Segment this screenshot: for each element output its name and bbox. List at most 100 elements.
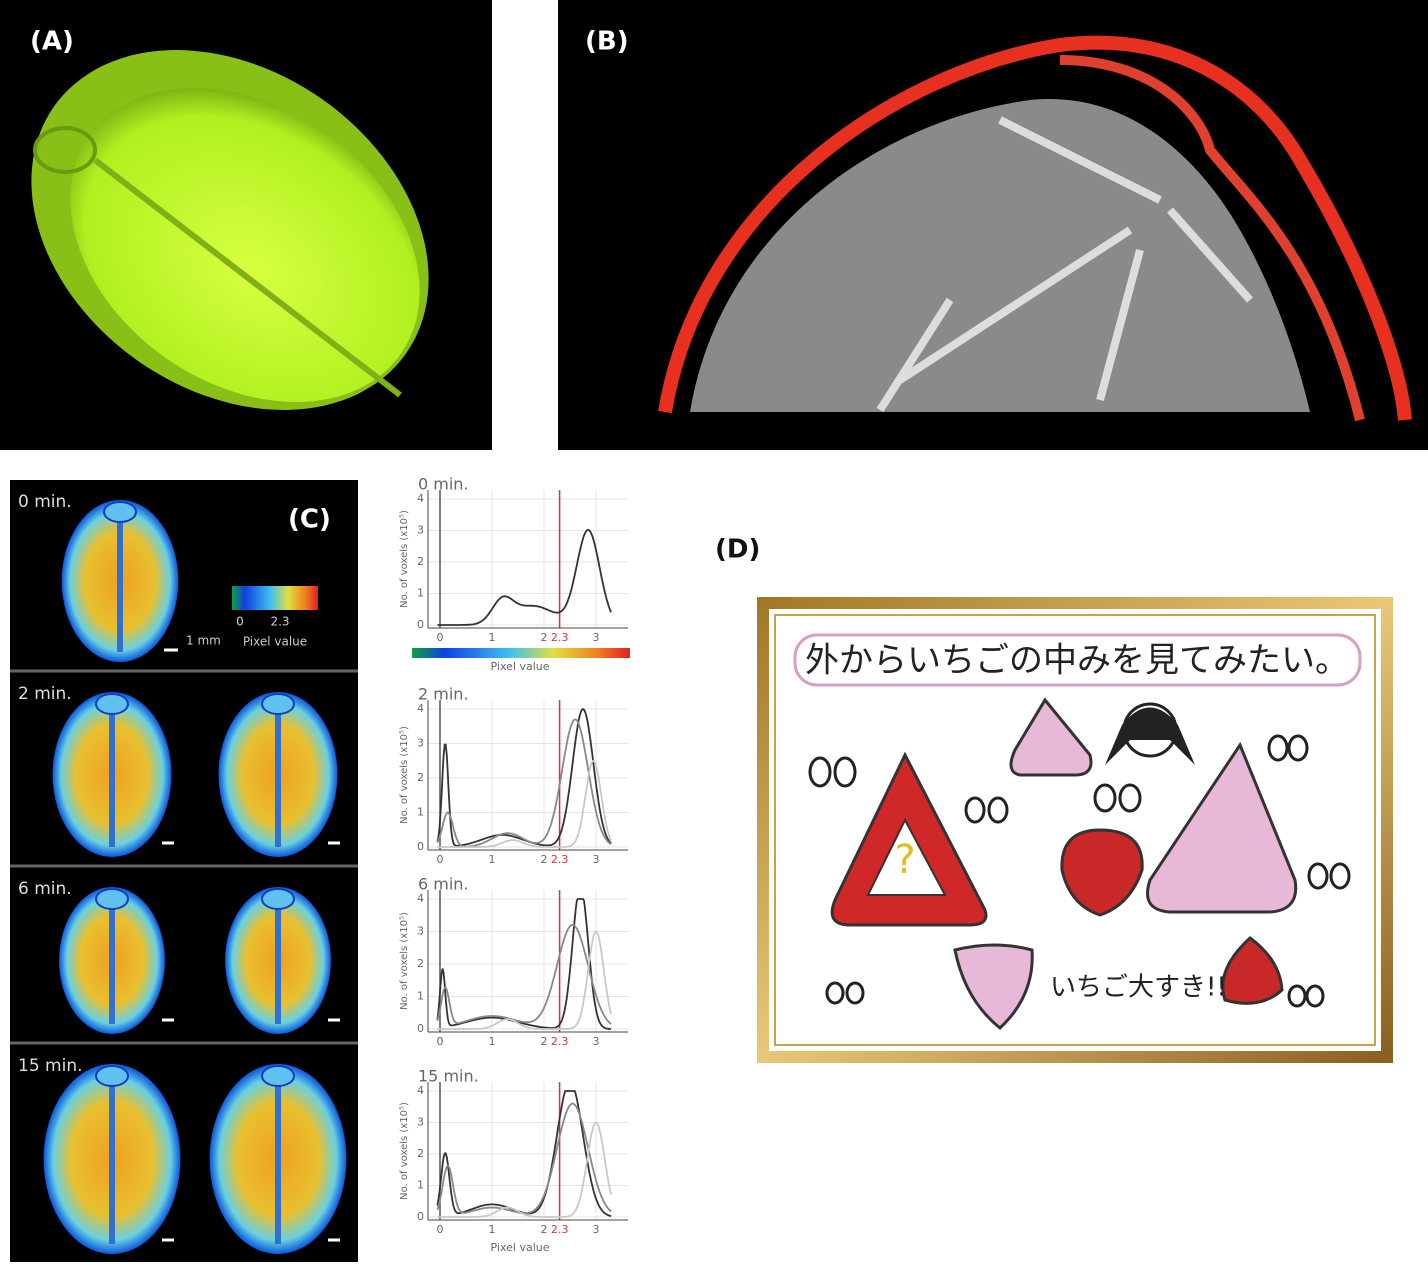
caption-bubble (793, 633, 1362, 687)
seed-tip (103, 501, 137, 523)
colorbar-title: Pixel value (491, 660, 550, 673)
x-tick-label: 2.3 (551, 853, 569, 866)
panel-a: (A) (0, 0, 492, 450)
density-curve (436, 898, 612, 1030)
x-tick-label: 1 (489, 1223, 496, 1236)
y-tick-label: 1 (417, 806, 424, 819)
x-tick-label: 0 (437, 1223, 444, 1236)
seed-tip (95, 888, 129, 910)
x-tick-label: 1 (489, 631, 496, 644)
pink-strawberry (1009, 697, 1093, 777)
strawberry-hollow (866, 817, 947, 896)
x-tick-label: 2.3 (551, 631, 569, 644)
seed-tip (261, 693, 295, 715)
panel-b: (B) (558, 0, 1428, 450)
y-tick-label: 1 (417, 990, 424, 1003)
colorbar (412, 648, 630, 658)
time-label: 15 min. (18, 1056, 83, 1076)
time-label: 15 min. (418, 1067, 479, 1086)
time-label: 6 min. (418, 875, 469, 894)
time-label: 2 min. (418, 685, 469, 704)
pink-strawberry (953, 943, 1034, 1030)
y-tick-label: 0 (417, 840, 424, 853)
drawing-exclaim: いちご大すき!! (1050, 973, 1227, 1003)
panel-label: (D) (715, 535, 760, 565)
time-label: 6 min. (18, 879, 72, 899)
panel-d: (D) 外からいちごの中みを見てみたい。 ? いちご大すき!! (715, 535, 1393, 1063)
y-tick-label: 3 (417, 737, 424, 750)
x-tick-label: 3 (593, 631, 600, 644)
big-pink-strawberry (1146, 741, 1298, 914)
y-tick-label: 2 (417, 555, 424, 568)
plot-area (428, 1082, 628, 1220)
colorbar-title: Pixel value (243, 635, 307, 649)
colorbar-tick: 2.3 (270, 615, 289, 629)
time-label: 0 min. (418, 475, 469, 494)
x-axis-title: Pixel value (491, 1241, 550, 1254)
question-mark: ? (894, 837, 915, 883)
y-tick-label: 4 (417, 492, 424, 505)
y-tick-label: 1 (417, 587, 424, 600)
x-tick-label: 3 (593, 853, 600, 866)
panel-label: (A) (30, 27, 74, 57)
y-axis-title: No. of voxels (x10⁵) (399, 1102, 410, 1200)
x-tick-label: 3 (593, 1035, 600, 1048)
frame-inner (774, 614, 1376, 1046)
x-tick-label: 0 (437, 631, 444, 644)
vascular-bundles (876, 116, 1253, 413)
hair (1105, 707, 1195, 765)
x-tick-label: 2.3 (551, 1035, 569, 1048)
red-strawberry (1221, 936, 1284, 1005)
density-curve (436, 923, 612, 1025)
density-curve (437, 528, 612, 626)
x-tick-label: 1 (489, 1035, 496, 1048)
x-tick-label: 3 (593, 1223, 600, 1236)
density-curve (437, 759, 612, 848)
y-tick-label: 4 (417, 892, 424, 905)
seed-tip (95, 1065, 129, 1087)
density-curve (437, 930, 612, 1030)
colorbar-tick: 0 (236, 615, 244, 629)
y-tick-label: 3 (417, 925, 424, 938)
panel-label: (C) (288, 505, 331, 535)
x-tick-label: 1 (489, 853, 496, 866)
x-tick-label: 2 (541, 853, 548, 866)
y-tick-label: 3 (417, 524, 424, 537)
seed-tip (95, 693, 129, 715)
x-tick-label: 0 (437, 853, 444, 866)
red-strawberry (1060, 828, 1144, 917)
y-axis-title: No. of voxels (x10⁵) (399, 726, 410, 824)
panel-c-images: (C) 0 2.3 Pixel value 1 mm 0 min. 2 min. 6… (10, 480, 358, 1262)
seed-groove (93, 157, 402, 398)
y-axis-title: No. of voxels (x10⁵) (399, 912, 410, 1010)
seed-tip (261, 1065, 295, 1087)
x-tick-label: 2 (541, 1223, 548, 1236)
density-curve (436, 1102, 612, 1215)
eyes-doodles (808, 734, 1351, 1008)
y-tick-label: 1 (417, 1179, 424, 1192)
time-label: 2 min. (18, 684, 72, 704)
drawing-caption: 外からいちごの中みを見てみたい。 (805, 641, 1349, 681)
y-tick-label: 3 (417, 1116, 424, 1129)
fruit-flesh (690, 99, 1310, 412)
y-tick-label: 2 (417, 957, 424, 970)
outer-layer (1059, 55, 1365, 422)
y-tick-label: 0 (417, 1210, 424, 1223)
y-axis-title: No. of voxels (x10⁵) (399, 510, 410, 608)
plot-area (428, 890, 628, 1032)
panel-label: (B) (585, 27, 629, 57)
seed-tip (33, 126, 97, 174)
y-tick-label: 0 (417, 618, 424, 631)
x-tick-label: 0 (437, 1035, 444, 1048)
y-tick-label: 2 (417, 771, 424, 784)
y-tick-label: 4 (417, 1084, 424, 1097)
y-tick-label: 0 (417, 1022, 424, 1035)
time-label: 0 min. (18, 492, 72, 512)
x-tick-label: 2 (541, 631, 548, 644)
